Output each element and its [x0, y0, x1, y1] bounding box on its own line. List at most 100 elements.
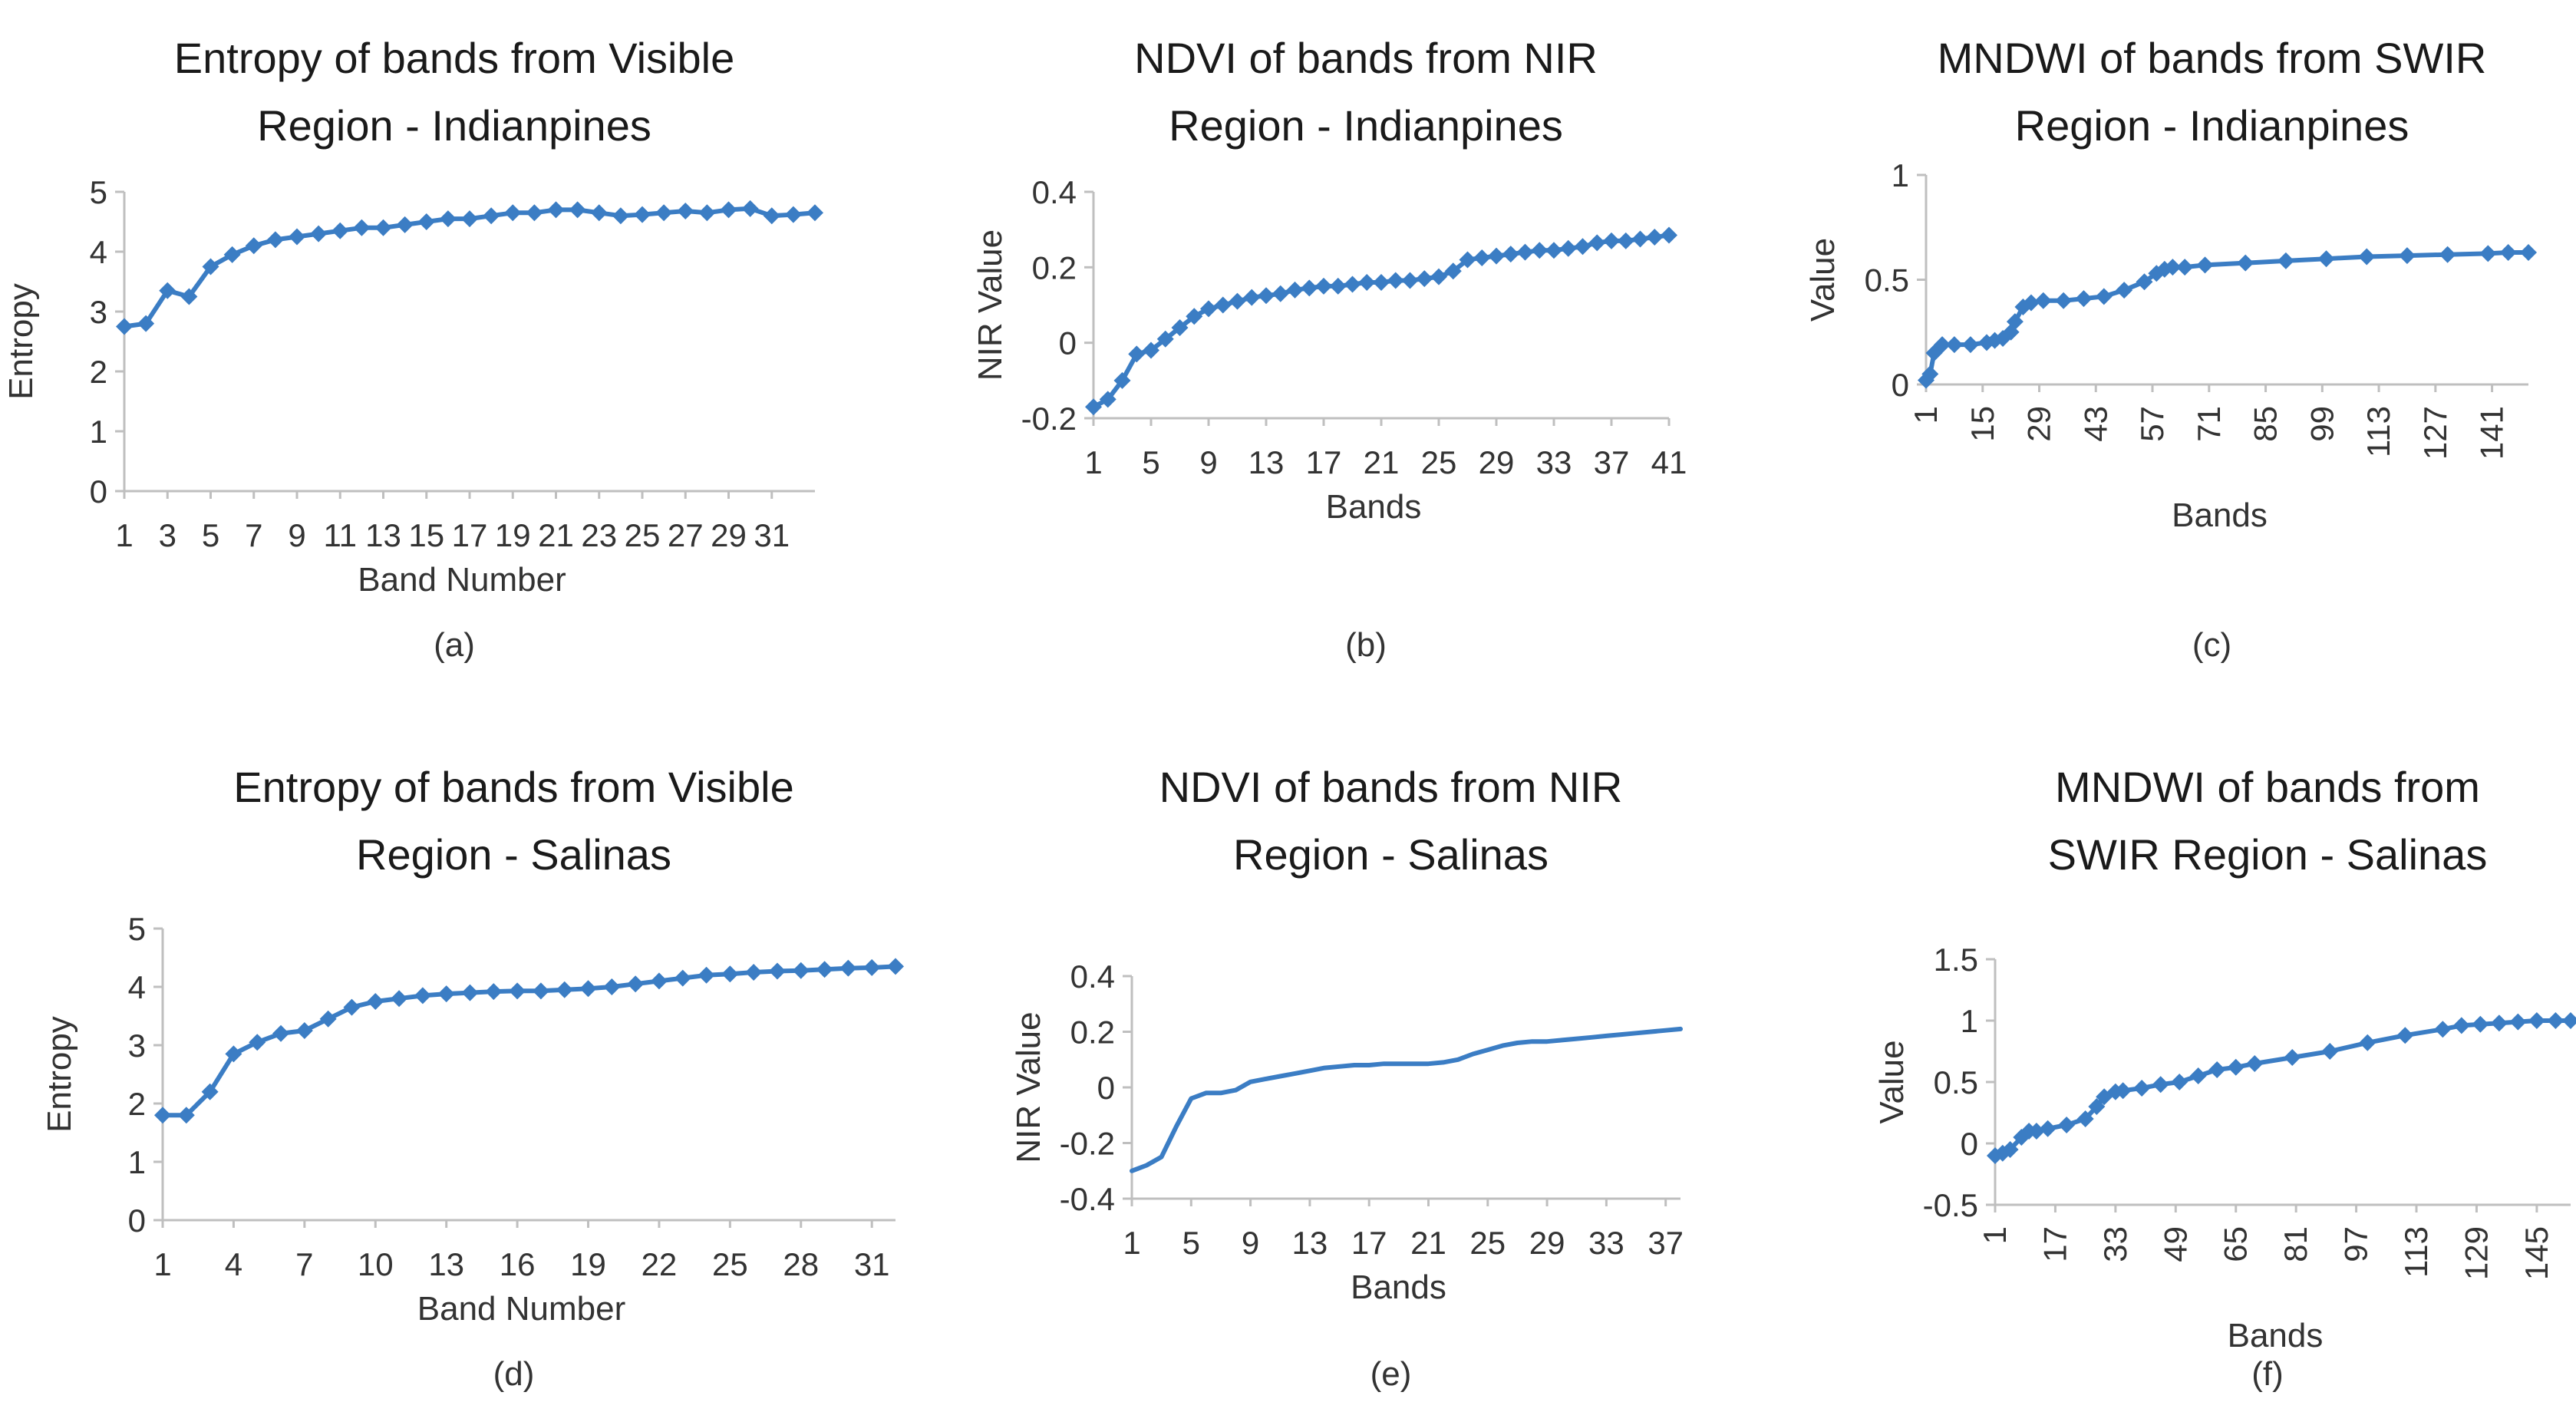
data-point — [414, 987, 431, 1005]
data-point — [2058, 1117, 2076, 1133]
data-point — [2509, 1013, 2527, 1031]
data-point — [579, 980, 597, 998]
data-point — [2055, 292, 2073, 309]
y-tick-label: 0.4 — [1032, 174, 1077, 210]
chart-title-line: Entropy of bands from Visible — [233, 763, 793, 811]
chart-title-line: Region - Salinas — [356, 830, 671, 879]
data-point — [202, 258, 219, 275]
y-tick-label: 0.5 — [1934, 1064, 1978, 1100]
x-tick-label: 28 — [783, 1246, 819, 1282]
panel-caption: (c) — [2192, 626, 2231, 664]
y-tick-label: 2 — [128, 1086, 146, 1122]
chart-title-line: NDVI of bands from NIR — [1134, 34, 1598, 82]
data-point — [1099, 391, 1116, 408]
x-tick-label: 43 — [2077, 406, 2113, 442]
data-point — [741, 200, 759, 217]
data-point — [634, 206, 651, 223]
x-tick-label: 17 — [1351, 1225, 1387, 1261]
data-point — [698, 204, 716, 222]
chart-panel-e: NDVI of bands from NIR Region - Salinas -0… — [1010, 763, 1684, 1393]
data-point — [1531, 242, 1549, 259]
data-point — [2208, 1061, 2226, 1078]
data-point — [245, 237, 262, 255]
data-point — [547, 201, 565, 219]
data-point — [2562, 1012, 2576, 1029]
data-point — [526, 204, 543, 222]
data-point — [391, 990, 408, 1008]
data-point — [1473, 249, 1491, 267]
series-line — [160, 964, 898, 1118]
chart-title-line: SWIR Region - Salinas — [2048, 830, 2488, 879]
data-point — [396, 216, 414, 233]
data-point — [2133, 1080, 2151, 1097]
series-line — [1993, 1018, 2573, 1158]
data-point — [1617, 232, 1634, 249]
data-point — [439, 210, 457, 228]
y-tick-label: 1 — [1961, 1003, 1978, 1039]
x-tick-label: 4 — [225, 1246, 242, 1282]
x-tick-label: 113 — [2398, 1226, 2434, 1278]
y-tick-label: 1 — [1892, 157, 1909, 193]
data-point — [763, 207, 780, 225]
x-tick-label: 113 — [2360, 406, 2396, 457]
x-tick-label: 1 — [1977, 1226, 2013, 1244]
x-tick-label: 19 — [495, 517, 531, 553]
data-point — [2317, 250, 2335, 268]
data-point — [1156, 330, 1174, 348]
data-point — [1373, 274, 1390, 291]
data-point — [1315, 277, 1332, 295]
x-tick-label: 127 — [2417, 406, 2453, 460]
x-axis-label: Bands — [1351, 1268, 1446, 1306]
x-tick-label: 13 — [1292, 1225, 1328, 1261]
x-tick-label: 85 — [2248, 406, 2284, 442]
x-tick-label: 29 — [2021, 406, 2057, 442]
data-point — [674, 969, 691, 987]
x-tick-label: 37 — [1594, 444, 1630, 480]
x-tick-label: 13 — [428, 1246, 464, 1282]
x-tick-label: 11 — [323, 517, 357, 553]
data-point — [2039, 1120, 2057, 1137]
x-tick-label: 97 — [2338, 1226, 2374, 1262]
data-point — [2237, 254, 2254, 272]
x-tick-label: 10 — [358, 1246, 394, 1282]
data-point — [1344, 275, 1361, 293]
chart-title-line: Region - Indianpines — [1169, 101, 1563, 150]
data-point — [295, 1022, 313, 1039]
y-tick-label: 0 — [1059, 325, 1077, 361]
y-axis-label: NIR Value — [971, 229, 1009, 381]
y-axis-label: Entropy — [41, 1016, 78, 1133]
x-tick-label: 33 — [1588, 1225, 1624, 1261]
chart-panel-f: MNDWI of bands from SWIR Region - Salinas… — [1873, 763, 2576, 1393]
data-point — [1358, 274, 1376, 291]
x-tick-label: 29 — [711, 517, 747, 553]
data-point — [177, 1107, 195, 1124]
x-tick-label: 29 — [1529, 1225, 1565, 1261]
data-point — [180, 288, 198, 305]
x-tick-label: 27 — [668, 517, 704, 553]
x-tick-label: 65 — [2218, 1226, 2254, 1262]
data-point — [720, 201, 737, 219]
data-point — [266, 231, 284, 249]
x-tick-label: 23 — [581, 517, 617, 553]
data-point — [201, 1083, 219, 1100]
data-point — [2439, 246, 2456, 263]
data-point — [1186, 308, 1203, 325]
y-tick-label: -0.2 — [1021, 401, 1077, 437]
x-tick-label: 129 — [2458, 1226, 2494, 1280]
data-point — [2075, 290, 2093, 308]
data-point — [677, 202, 694, 219]
y-tick-label: 4 — [128, 969, 146, 1005]
data-point — [569, 201, 586, 219]
data-point — [1416, 270, 1433, 288]
data-point — [2358, 248, 2376, 266]
data-point — [2277, 252, 2294, 269]
data-point — [1488, 247, 1505, 265]
chart-panel-b: NDVI of bands from NIR Region - Indianpin… — [971, 34, 1687, 664]
x-tick-label: 31 — [854, 1246, 890, 1282]
data-point — [1113, 371, 1131, 389]
y-tick-label: 1 — [90, 414, 107, 450]
x-tick-label: 17 — [452, 517, 488, 553]
data-point — [319, 1010, 337, 1028]
y-tick-label: 0.2 — [1032, 249, 1077, 285]
data-point — [1631, 230, 1649, 248]
